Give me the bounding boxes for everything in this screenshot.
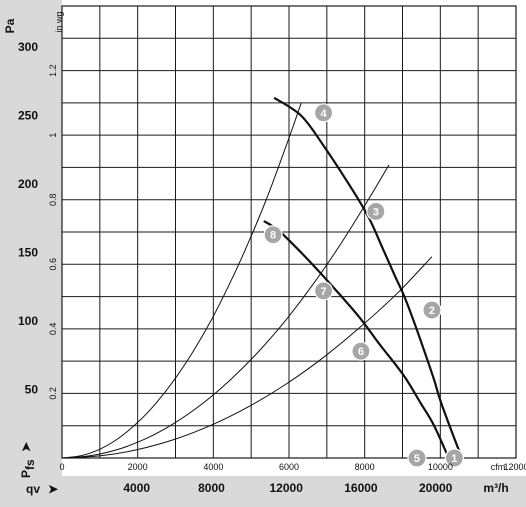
operating-point-label: 2 — [429, 305, 435, 317]
cfm-tick-label: 2000 — [128, 462, 148, 472]
m3h-axis-label: m³/h — [483, 481, 508, 495]
operating-point-label: 5 — [414, 453, 420, 465]
fan-curve-1-1 — [273, 96, 463, 459]
m3h-tick-label: 20000 — [419, 481, 453, 495]
fan-curve-2-2 — [263, 220, 450, 459]
operating-point-marker — [422, 300, 442, 320]
inwg-tick-label: 0.8 — [48, 193, 58, 206]
inwg-axis-label: in wg — [54, 11, 64, 32]
operating-point-marker — [263, 225, 283, 245]
axes: Pa in wg cfm m³/h P fs ➤ qv ➤ 5010015020… — [3, 11, 526, 496]
cfm-tick-label: 10000 — [428, 462, 453, 472]
m3h-tick-label: 8000 — [198, 481, 225, 495]
inwg-tick-label: 1 — [48, 133, 58, 138]
cfm-tick-label: 12000 — [503, 462, 526, 472]
operating-point-marker — [313, 281, 334, 301]
pfs-arrow-icon: ➤ — [19, 441, 33, 452]
pa-tick-label: 200 — [18, 177, 38, 191]
pfs-title: P fs ➤ — [19, 441, 37, 478]
operating-point-marker — [313, 103, 334, 123]
inwg-tick-label: 0.6 — [48, 258, 58, 271]
qv-arrow-icon: ➤ — [48, 482, 59, 496]
pfs-title-sub: fs — [23, 459, 37, 470]
pa-tick-label: 100 — [18, 314, 38, 328]
cfm-tick-label: 0 — [59, 462, 64, 472]
operating-point-label: 3 — [373, 206, 379, 218]
pa-tick-label: 250 — [18, 109, 38, 123]
inwg-tick-label: 1.2 — [48, 64, 58, 77]
inwg-tick-label: 0.2 — [48, 387, 58, 400]
m3h-tick-label: 12000 — [270, 481, 304, 495]
operating-point-marker — [351, 341, 371, 361]
cfm-axis-label: cfm — [491, 462, 506, 472]
grid — [61, 5, 517, 459]
operating-point-label: 6 — [358, 346, 364, 358]
pa-tick-label: 150 — [18, 246, 38, 260]
operating-point-label: 4 — [321, 108, 328, 120]
pa-tick-label: 50 — [25, 383, 39, 397]
curves — [61, 96, 463, 459]
m3h-tick-label: 4000 — [123, 481, 150, 495]
cfm-tick-label: 4000 — [203, 462, 223, 472]
operating-point-label: 1 — [451, 453, 457, 465]
operating-point-marker — [366, 201, 386, 222]
qv-title: qv — [26, 482, 40, 496]
operating-point-label: 7 — [321, 286, 327, 298]
inwg-tick-label: 0.4 — [48, 323, 58, 336]
system-line-3 — [61, 103, 302, 459]
cfm-tick-label: 6000 — [279, 462, 299, 472]
pa-axis-label: Pa — [3, 18, 17, 33]
operating-point-label: 8 — [270, 230, 276, 242]
bottom-axis-band — [0, 476, 526, 507]
left-axis-band — [0, 0, 62, 507]
system-line-4 — [61, 164, 390, 459]
operating-points: 1 2 3 4 5 6 7 8 — [263, 103, 464, 468]
operating-point-marker — [444, 448, 464, 468]
cfm-tick-label: 8000 — [355, 462, 375, 472]
system-line-5 — [61, 256, 433, 459]
pfs-title-main: P — [19, 470, 33, 478]
operating-point-marker — [407, 448, 427, 468]
m3h-tick-label: 16000 — [344, 481, 378, 495]
pa-tick-label: 300 — [18, 40, 38, 54]
